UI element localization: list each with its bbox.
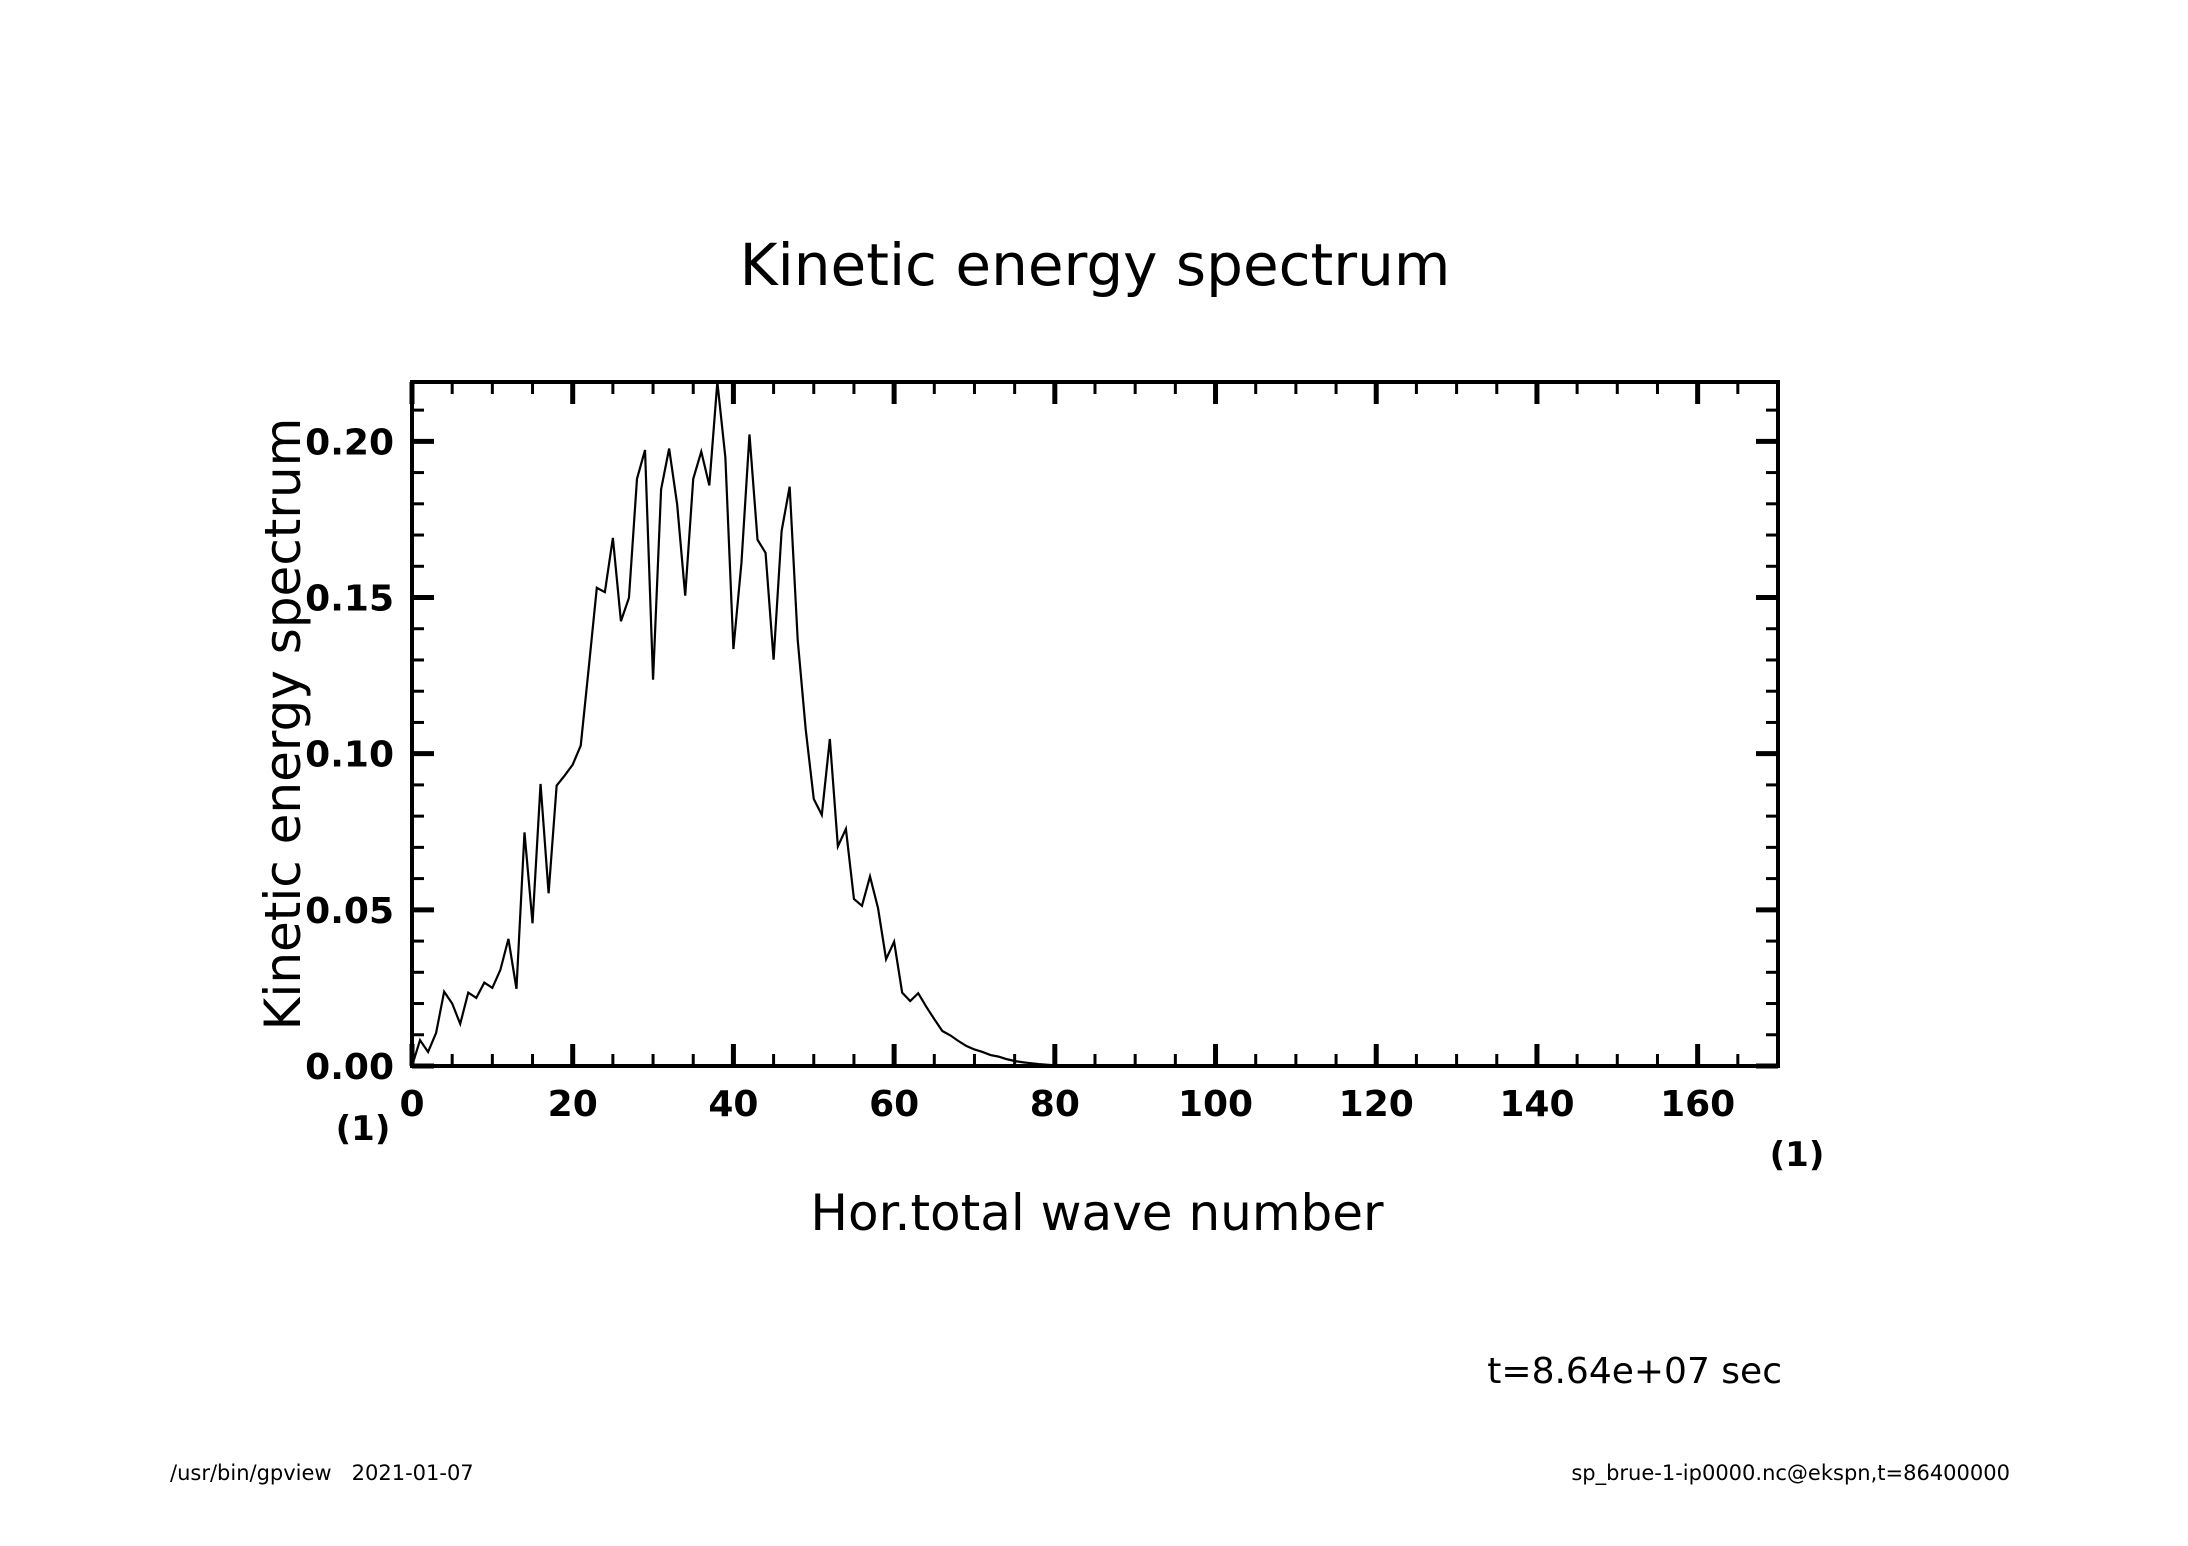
y-tick-label: 0.05: [305, 891, 394, 932]
x-tick-label: 0: [399, 1084, 424, 1125]
series-group: [410, 381, 1778, 1068]
footer-right: sp_brue-1-ip0000.nc@ekspn,t=86400000: [1571, 1461, 2010, 1486]
x-tick-label: 60: [869, 1084, 919, 1125]
y-axis-label: Kinetic energy spectrum: [254, 418, 312, 1031]
x-axis-unit-left: (1): [336, 1109, 391, 1149]
chart-title: Kinetic energy spectrum: [740, 231, 1451, 299]
x-tick-label: 20: [548, 1084, 598, 1125]
y-tick-label: 0.15: [305, 579, 394, 620]
axis-ticks: [409, 382, 1780, 1069]
x-tick-label: 80: [1030, 1084, 1080, 1125]
footer-left: /usr/bin/gpview 2021-01-07: [170, 1461, 474, 1485]
y-tick-label: 0.20: [305, 422, 394, 463]
x-axis-unit-right: (1): [1770, 1135, 1825, 1175]
plot-border: [410, 380, 1780, 1068]
x-tick-label: 100: [1178, 1084, 1253, 1125]
x-tick-label: 160: [1660, 1084, 1735, 1125]
series-line: [410, 381, 1778, 1068]
x-axis-label: Hor.total wave number: [810, 1184, 1384, 1242]
time-annotation: t=8.64e+07 sec: [1487, 1351, 1782, 1392]
x-tick-label: 40: [708, 1084, 758, 1125]
y-tick-labels: 0.00 0.05 0.10 0.15 0.20: [305, 422, 394, 1088]
x-tick-label: 120: [1339, 1084, 1414, 1125]
y-tick-label: 0.00: [305, 1047, 394, 1088]
x-tick-labels: 0 20 40 60 80 100 120 140 160: [399, 1084, 1735, 1125]
x-tick-label: 140: [1499, 1084, 1574, 1125]
plot-frame: [410, 380, 1780, 1068]
y-tick-label: 0.10: [305, 735, 394, 776]
